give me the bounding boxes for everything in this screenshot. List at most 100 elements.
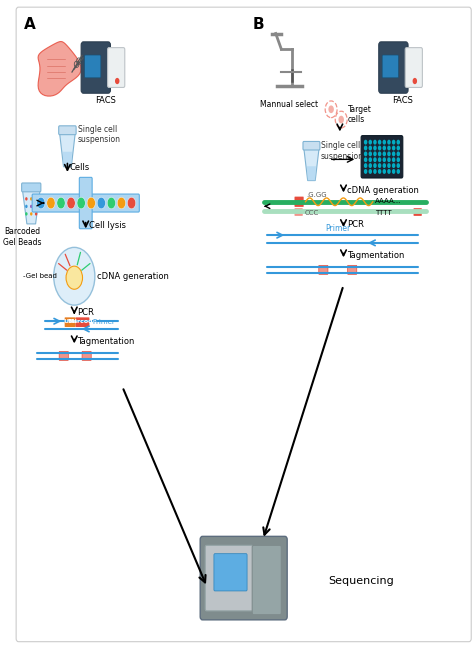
FancyBboxPatch shape (382, 55, 399, 78)
FancyBboxPatch shape (319, 265, 328, 274)
FancyBboxPatch shape (82, 352, 91, 361)
Text: PCR: PCR (77, 308, 94, 317)
Text: -Gel bead: -Gel bead (23, 273, 57, 279)
Text: AAAA...: AAAA... (374, 198, 401, 204)
Text: A: A (24, 17, 36, 32)
Circle shape (35, 204, 37, 208)
Circle shape (30, 212, 32, 215)
Circle shape (392, 152, 395, 156)
Circle shape (364, 169, 367, 174)
Circle shape (378, 146, 382, 150)
FancyBboxPatch shape (303, 141, 320, 150)
Text: PCR: PCR (346, 221, 364, 230)
Circle shape (383, 152, 386, 156)
FancyBboxPatch shape (59, 352, 68, 361)
Circle shape (387, 146, 391, 150)
Circle shape (378, 163, 382, 168)
Polygon shape (307, 166, 316, 181)
Circle shape (392, 163, 395, 168)
Text: Sequencing: Sequencing (328, 576, 394, 586)
Circle shape (128, 197, 136, 209)
Circle shape (373, 169, 377, 174)
FancyBboxPatch shape (405, 48, 422, 88)
Circle shape (397, 140, 400, 144)
Circle shape (54, 248, 95, 305)
Circle shape (378, 157, 382, 162)
Circle shape (378, 140, 382, 144)
Text: Barcoded
Gel Beads: Barcoded Gel Beads (3, 228, 41, 247)
Circle shape (30, 197, 32, 201)
Polygon shape (63, 152, 72, 167)
Circle shape (383, 157, 386, 162)
Circle shape (397, 146, 400, 150)
FancyBboxPatch shape (76, 317, 90, 327)
Circle shape (364, 163, 367, 168)
Circle shape (392, 157, 395, 162)
Circle shape (392, 169, 395, 174)
Circle shape (25, 204, 27, 208)
Polygon shape (23, 190, 40, 224)
Circle shape (47, 197, 55, 209)
Circle shape (368, 140, 372, 144)
FancyBboxPatch shape (108, 48, 125, 88)
Circle shape (30, 204, 32, 208)
Circle shape (66, 266, 82, 289)
Text: Cells: Cells (70, 163, 90, 172)
Circle shape (392, 146, 395, 150)
FancyBboxPatch shape (200, 537, 287, 620)
Text: TTTT: TTTT (374, 210, 391, 215)
Text: Tagmentation: Tagmentation (346, 250, 404, 259)
Circle shape (383, 140, 386, 144)
Text: FACS: FACS (95, 97, 116, 105)
Circle shape (338, 115, 344, 123)
FancyBboxPatch shape (84, 55, 101, 78)
Text: CCC: CCC (305, 210, 319, 215)
Text: Primer: Primer (325, 224, 350, 233)
Text: Single cell
suspension: Single cell suspension (78, 124, 121, 144)
Circle shape (115, 78, 119, 84)
FancyBboxPatch shape (214, 553, 247, 591)
Circle shape (25, 212, 27, 215)
Text: Target
cells: Target cells (348, 104, 372, 124)
Circle shape (57, 197, 65, 209)
Circle shape (373, 140, 377, 144)
Circle shape (67, 197, 75, 209)
Circle shape (107, 197, 116, 209)
Circle shape (368, 152, 372, 156)
FancyBboxPatch shape (32, 194, 139, 212)
Circle shape (383, 163, 386, 168)
Text: Mannual select: Mannual select (260, 99, 319, 108)
Circle shape (97, 197, 105, 209)
FancyBboxPatch shape (294, 208, 303, 216)
Polygon shape (38, 41, 81, 96)
Text: cDNA generation: cDNA generation (346, 186, 419, 195)
Text: Cell lysis: Cell lysis (89, 221, 126, 230)
Text: Primer: Primer (92, 319, 115, 325)
FancyBboxPatch shape (413, 208, 422, 216)
Circle shape (373, 152, 377, 156)
Text: Single cell
suspension: Single cell suspension (320, 141, 364, 161)
FancyBboxPatch shape (379, 42, 408, 94)
Circle shape (328, 105, 334, 113)
Circle shape (364, 140, 367, 144)
Circle shape (412, 78, 417, 84)
Circle shape (387, 163, 391, 168)
Circle shape (387, 169, 391, 174)
Circle shape (25, 197, 27, 201)
Circle shape (35, 212, 37, 215)
FancyBboxPatch shape (205, 546, 253, 611)
Circle shape (77, 197, 85, 209)
Circle shape (383, 146, 386, 150)
Circle shape (35, 197, 37, 201)
Circle shape (397, 169, 400, 174)
Text: UMI: UMI (63, 319, 77, 324)
Polygon shape (304, 149, 319, 181)
Circle shape (392, 140, 395, 144)
Circle shape (368, 163, 372, 168)
Circle shape (373, 157, 377, 162)
FancyBboxPatch shape (347, 265, 357, 274)
Circle shape (364, 152, 367, 156)
Circle shape (37, 197, 45, 209)
Circle shape (368, 169, 372, 174)
Circle shape (378, 152, 382, 156)
